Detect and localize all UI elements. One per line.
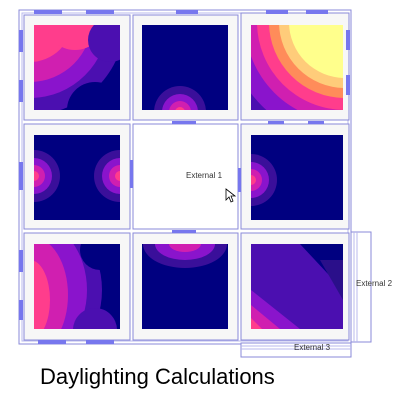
heatmap-top-center bbox=[142, 25, 228, 110]
daylight-plan: External 1 External 2 External 3 bbox=[18, 9, 393, 358]
windows bbox=[19, 10, 350, 344]
page-title: Daylighting Calculations bbox=[40, 364, 275, 389]
external-3-label: External 3 bbox=[294, 343, 331, 352]
external-2-label: External 2 bbox=[356, 279, 393, 288]
external-1-label: External 1 bbox=[186, 171, 223, 180]
heatmap-middle-left bbox=[34, 135, 120, 220]
heatmap-top-left bbox=[34, 25, 120, 110]
heatmap-top-right bbox=[251, 25, 343, 110]
heatmap-bottom-left bbox=[34, 244, 120, 329]
heatmap-bottom-center bbox=[142, 244, 228, 329]
external-2-zone[interactable] bbox=[350, 231, 372, 343]
heatmap-middle-right bbox=[251, 135, 343, 220]
heatmap-bottom-right bbox=[251, 244, 343, 329]
room-frame-middle-center[interactable] bbox=[132, 123, 239, 230]
mouse-cursor-icon bbox=[225, 188, 237, 203]
